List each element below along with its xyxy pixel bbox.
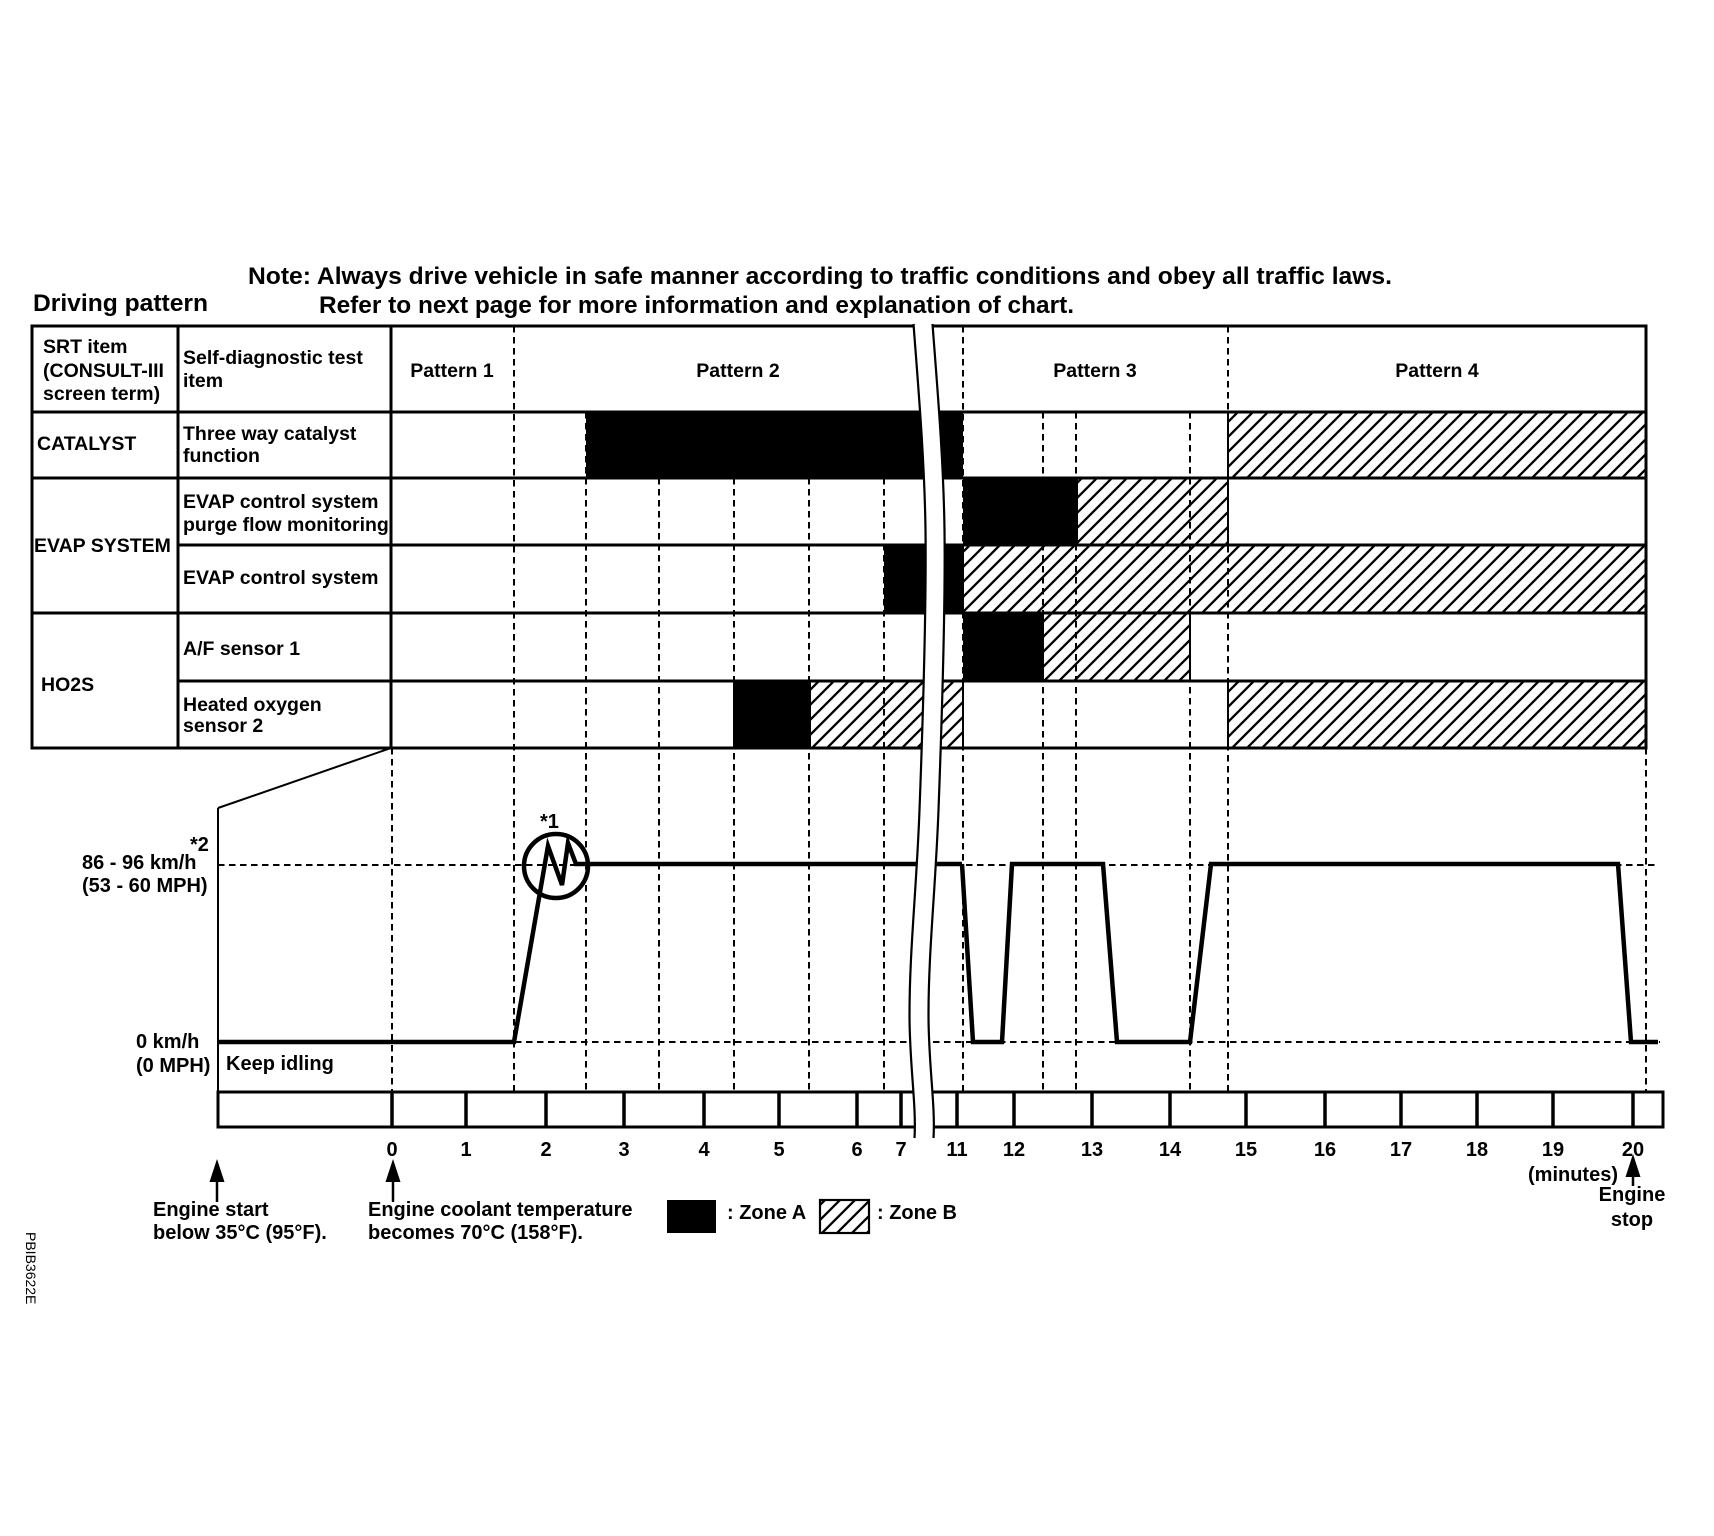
svg-text:function: function xyxy=(183,445,260,467)
svg-text:SRT item: SRT item xyxy=(43,336,128,358)
svg-text:Pattern 2: Pattern 2 xyxy=(696,360,780,382)
svg-text:Engine: Engine xyxy=(1599,1184,1666,1206)
svg-text:(minutes): (minutes) xyxy=(1528,1164,1618,1186)
svg-text:PBIB3622E: PBIB3622E xyxy=(23,1232,39,1304)
svg-text:becomes 70°C (158°F).: becomes 70°C (158°F). xyxy=(368,1222,583,1244)
svg-text:0 km/h: 0 km/h xyxy=(136,1031,199,1053)
svg-text:sensor 2: sensor 2 xyxy=(183,715,263,737)
svg-text:19: 19 xyxy=(1542,1139,1564,1161)
svg-text:Driving pattern: Driving pattern xyxy=(33,290,208,317)
svg-text:15: 15 xyxy=(1235,1139,1257,1161)
svg-text:: Zone B: : Zone B xyxy=(877,1202,957,1224)
svg-text:Three way catalyst: Three way catalyst xyxy=(183,423,357,445)
svg-text:*2: *2 xyxy=(190,834,209,856)
svg-text:*1: *1 xyxy=(540,811,559,833)
svg-text:0: 0 xyxy=(386,1139,397,1161)
svg-text:7: 7 xyxy=(895,1139,906,1161)
svg-text:(CONSULT-III: (CONSULT-III xyxy=(43,360,164,382)
svg-text:Refer to next page for more in: Refer to next page for more information … xyxy=(319,292,1074,319)
svg-text:item: item xyxy=(183,370,223,392)
svg-text:18: 18 xyxy=(1466,1139,1488,1161)
svg-text:Engine coolant temperature: Engine coolant temperature xyxy=(368,1199,633,1221)
svg-text:EVAP SYSTEM: EVAP SYSTEM xyxy=(34,535,171,557)
svg-text:CATALYST: CATALYST xyxy=(37,433,136,455)
svg-text:11: 11 xyxy=(946,1139,967,1161)
svg-text:purge flow monitoring: purge flow monitoring xyxy=(183,514,389,536)
svg-text:below 35°C (95°F).: below 35°C (95°F). xyxy=(153,1222,327,1244)
svg-text:A/F sensor 1: A/F sensor 1 xyxy=(183,638,300,660)
svg-text:(53 - 60 MPH): (53 - 60 MPH) xyxy=(82,875,208,897)
svg-text:17: 17 xyxy=(1390,1139,1412,1161)
svg-text:20: 20 xyxy=(1622,1139,1644,1161)
svg-text:Pattern 4: Pattern 4 xyxy=(1395,360,1479,382)
svg-text:5: 5 xyxy=(773,1139,784,1161)
svg-text:Pattern 3: Pattern 3 xyxy=(1053,360,1137,382)
svg-text:screen term): screen term) xyxy=(43,383,160,405)
svg-text:13: 13 xyxy=(1081,1139,1103,1161)
svg-text:16: 16 xyxy=(1314,1139,1336,1161)
svg-text:(0 MPH): (0 MPH) xyxy=(136,1055,210,1077)
svg-text:Keep idling: Keep idling xyxy=(226,1053,334,1075)
svg-text:HO2S: HO2S xyxy=(41,674,94,696)
svg-text:86 - 96 km/h: 86 - 96 km/h xyxy=(82,852,197,874)
svg-text:: Zone A: : Zone A xyxy=(727,1202,806,1224)
svg-text:6: 6 xyxy=(851,1139,862,1161)
svg-text:3: 3 xyxy=(618,1139,629,1161)
svg-text:Self-diagnostic test: Self-diagnostic test xyxy=(183,347,363,369)
svg-text:12: 12 xyxy=(1003,1139,1025,1161)
svg-text:Engine start: Engine start xyxy=(153,1199,269,1221)
svg-text:EVAP control system: EVAP control system xyxy=(183,491,378,513)
svg-text:Note: Always drive vehicle in: Note: Always drive vehicle in safe manne… xyxy=(248,263,1392,290)
svg-text:14: 14 xyxy=(1159,1139,1182,1161)
svg-text:1: 1 xyxy=(460,1139,471,1161)
svg-text:EVAP control system: EVAP control system xyxy=(183,567,378,589)
svg-text:Heated oxygen: Heated oxygen xyxy=(183,694,322,716)
svg-text:2: 2 xyxy=(540,1139,551,1161)
svg-text:Pattern 1: Pattern 1 xyxy=(410,360,494,382)
svg-text:4: 4 xyxy=(698,1139,710,1161)
svg-text:stop: stop xyxy=(1611,1209,1653,1231)
